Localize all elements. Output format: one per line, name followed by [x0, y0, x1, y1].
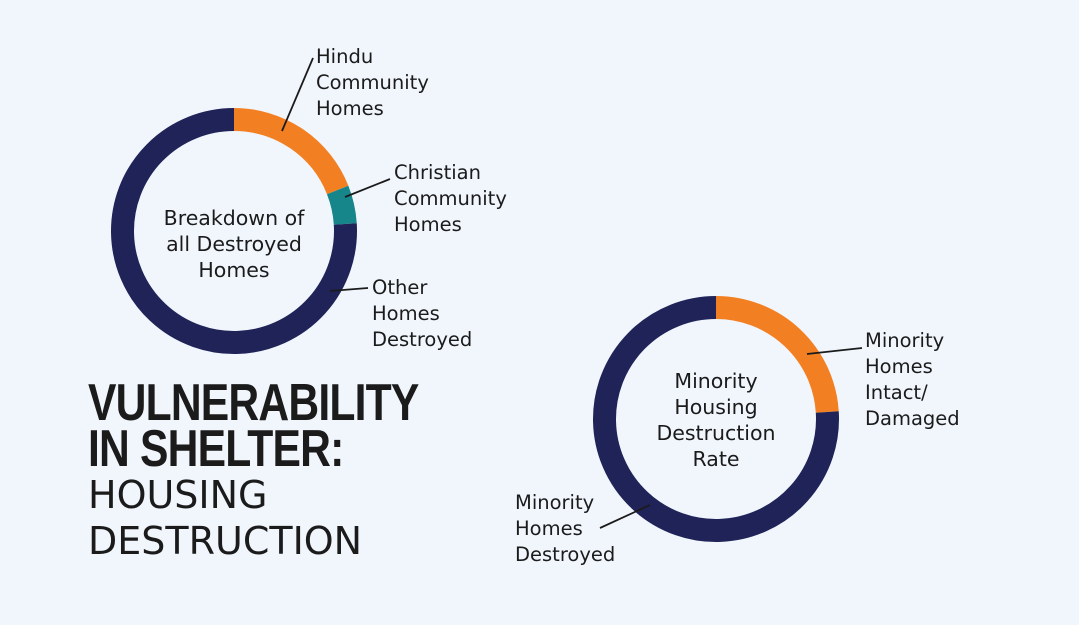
slice-label-destroyed: Minority Homes Destroyed	[515, 491, 616, 566]
donut-center-label: Breakdown of all Destroyed Homes	[163, 206, 305, 282]
leader-line-christian	[344, 178, 391, 198]
donut-chart-destroyed-homes	[111, 108, 357, 354]
title-line: VULNERABILITY	[88, 374, 419, 432]
donut-slice	[715, 296, 839, 413]
subtitle-line: HOUSING	[88, 473, 268, 517]
donut-chart-minority-destruction-rate	[593, 296, 839, 542]
slice-label-other: Other Homes Destroyed	[372, 276, 473, 351]
leader-line-intact	[806, 347, 863, 355]
donut-center-label: Minority Housing Destruction Rate	[656, 369, 776, 471]
donut-slice	[111, 108, 357, 354]
subtitle-line: DESTRUCTION	[88, 519, 363, 563]
slice-label-intact: Minority Homes Intact/ Damaged	[865, 329, 960, 430]
leader-line-hindu	[281, 57, 314, 132]
donut-slice	[593, 296, 839, 542]
donut-slice	[326, 185, 357, 226]
donut-slice	[233, 108, 349, 195]
leader-line-other	[329, 287, 369, 292]
page-title: VULNERABILITY IN SHELTER: HOUSING DESTRU…	[88, 374, 491, 564]
slice-label-hindu: Hindu Community Homes	[316, 45, 429, 120]
title-line: IN SHELTER:	[88, 420, 344, 478]
leader-line-destroyed	[599, 504, 651, 529]
slice-label-christian: Christian Community Homes	[394, 161, 507, 236]
